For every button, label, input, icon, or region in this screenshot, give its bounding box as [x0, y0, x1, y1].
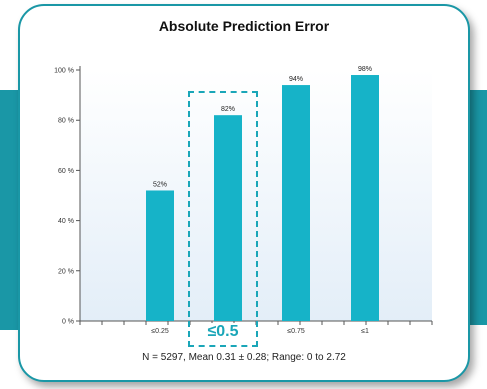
- bar-value-label: 52%: [153, 181, 167, 188]
- highlight-label: ≤0.5: [196, 323, 250, 341]
- bar: [282, 85, 310, 321]
- y-tick-label: 40 %: [58, 218, 74, 225]
- chart-title: Absolute Prediction Error: [158, 18, 330, 34]
- bar: [351, 75, 379, 322]
- y-tick-label: 20 %: [58, 268, 74, 275]
- x-tick-label: ≤0.75: [287, 328, 305, 335]
- x-tick-label: ≤0.25: [151, 328, 169, 335]
- x-tick-label: ≤1: [361, 328, 369, 335]
- y-tick-label: 60 %: [58, 168, 74, 175]
- bar: [214, 115, 242, 322]
- highlight-box: ≤0.5: [188, 91, 258, 347]
- bar-value-label: 94%: [289, 76, 303, 83]
- y-tick-label: 100 %: [54, 68, 74, 75]
- bar-value-label: 82%: [221, 106, 235, 113]
- bar-chart: 0 % 20 % 40 % 60 % 80 % 100 % 52% ≤0.25 82% 94% ≤0…: [54, 66, 433, 335]
- chart-card: Absolute Prediction Error 0 % 20 % 40 % 60 …: [18, 4, 470, 382]
- bar-value-label: 98%: [358, 66, 372, 73]
- left-accent-bar: [0, 90, 22, 330]
- y-tick-label: 80 %: [58, 118, 74, 125]
- chart-footnote: N = 5297, Mean 0.31 ± 0.28; Range: 0 to …: [142, 352, 346, 363]
- bar: [146, 190, 174, 321]
- y-tick-label: 0 %: [62, 319, 74, 326]
